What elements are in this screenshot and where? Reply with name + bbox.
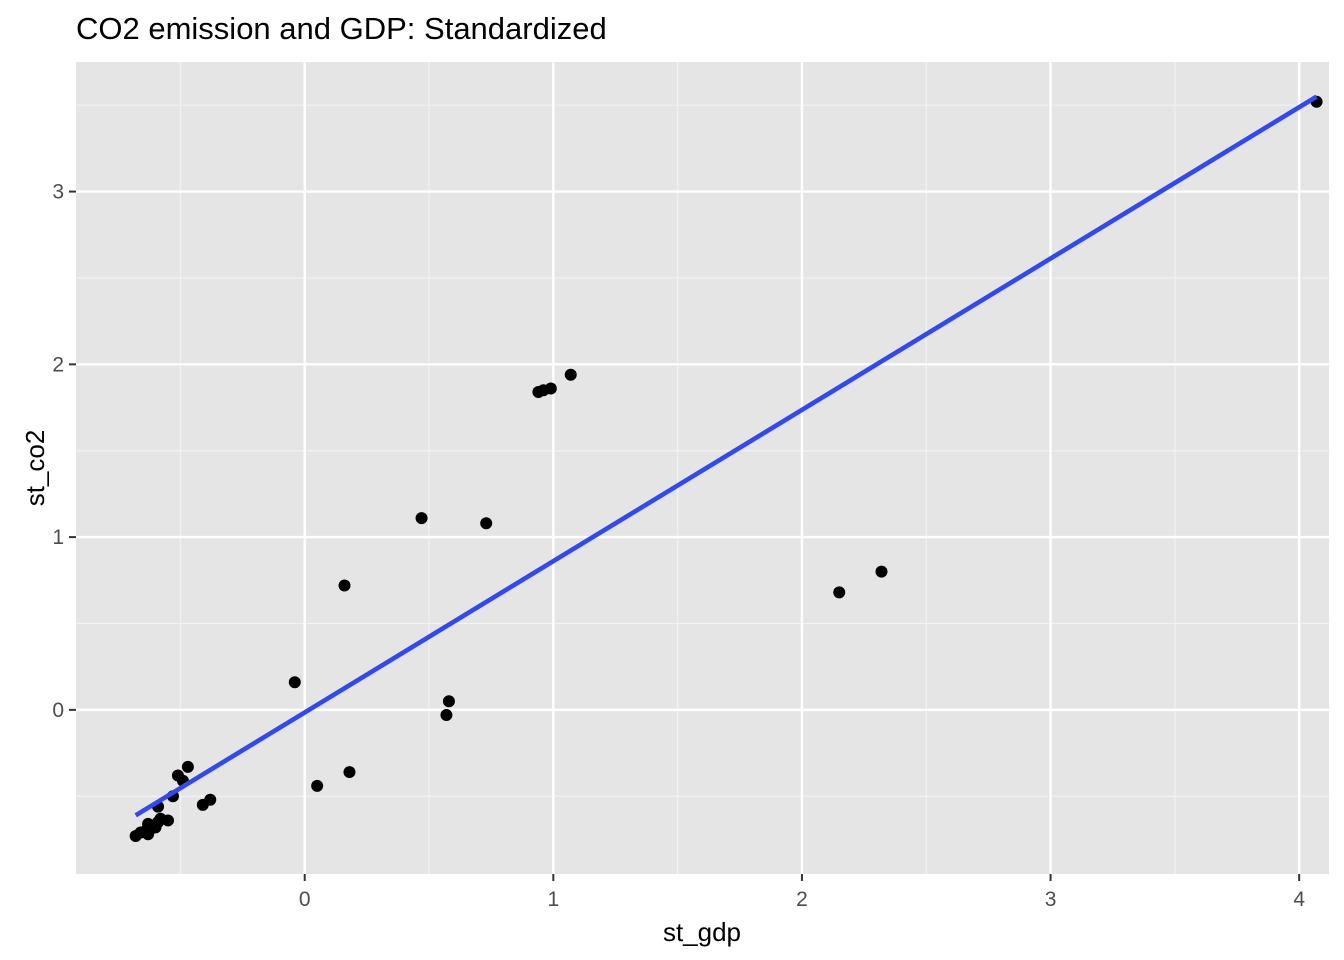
regression-line-group — [134, 94, 1318, 818]
x-tick-label: 1 — [547, 888, 559, 911]
x-tick-label: 2 — [796, 888, 808, 911]
x-axis-title: st_gdp — [663, 917, 741, 947]
y-tick-label: 2 — [52, 353, 64, 376]
data-point — [442, 695, 455, 708]
x-tick-label: 0 — [299, 888, 311, 911]
x-axis-tick-labels: 0 1 2 3 4 — [299, 888, 1305, 911]
regression-line — [134, 94, 1318, 818]
data-point — [833, 586, 846, 599]
y-tick-label: 3 — [52, 181, 64, 204]
data-point — [343, 766, 356, 779]
chart-title: CO2 emission and GDP: Standardized — [76, 11, 607, 46]
axis-tick-marks — [69, 190, 1301, 881]
data-point — [204, 793, 217, 806]
data-point — [161, 814, 174, 827]
y-axis-title: st_co2 — [20, 430, 50, 507]
x-tick-label: 4 — [1293, 888, 1305, 911]
y-tick-label: 1 — [52, 526, 64, 549]
data-point — [480, 517, 493, 530]
major-gridlines — [76, 62, 1329, 874]
data-point — [440, 709, 453, 722]
data-point — [544, 382, 557, 395]
data-point — [311, 779, 324, 792]
data-point — [338, 579, 351, 592]
y-tick-label: 0 — [52, 699, 64, 722]
data-point — [875, 565, 888, 578]
data-point — [564, 368, 577, 381]
data-point — [415, 512, 428, 525]
data-point — [288, 676, 301, 689]
data-point — [181, 760, 194, 773]
y-axis-tick-labels: 0 1 2 3 — [52, 181, 64, 722]
scatter-points — [129, 95, 1323, 842]
minor-gridlines — [76, 62, 1329, 874]
x-tick-label: 3 — [1045, 888, 1057, 911]
